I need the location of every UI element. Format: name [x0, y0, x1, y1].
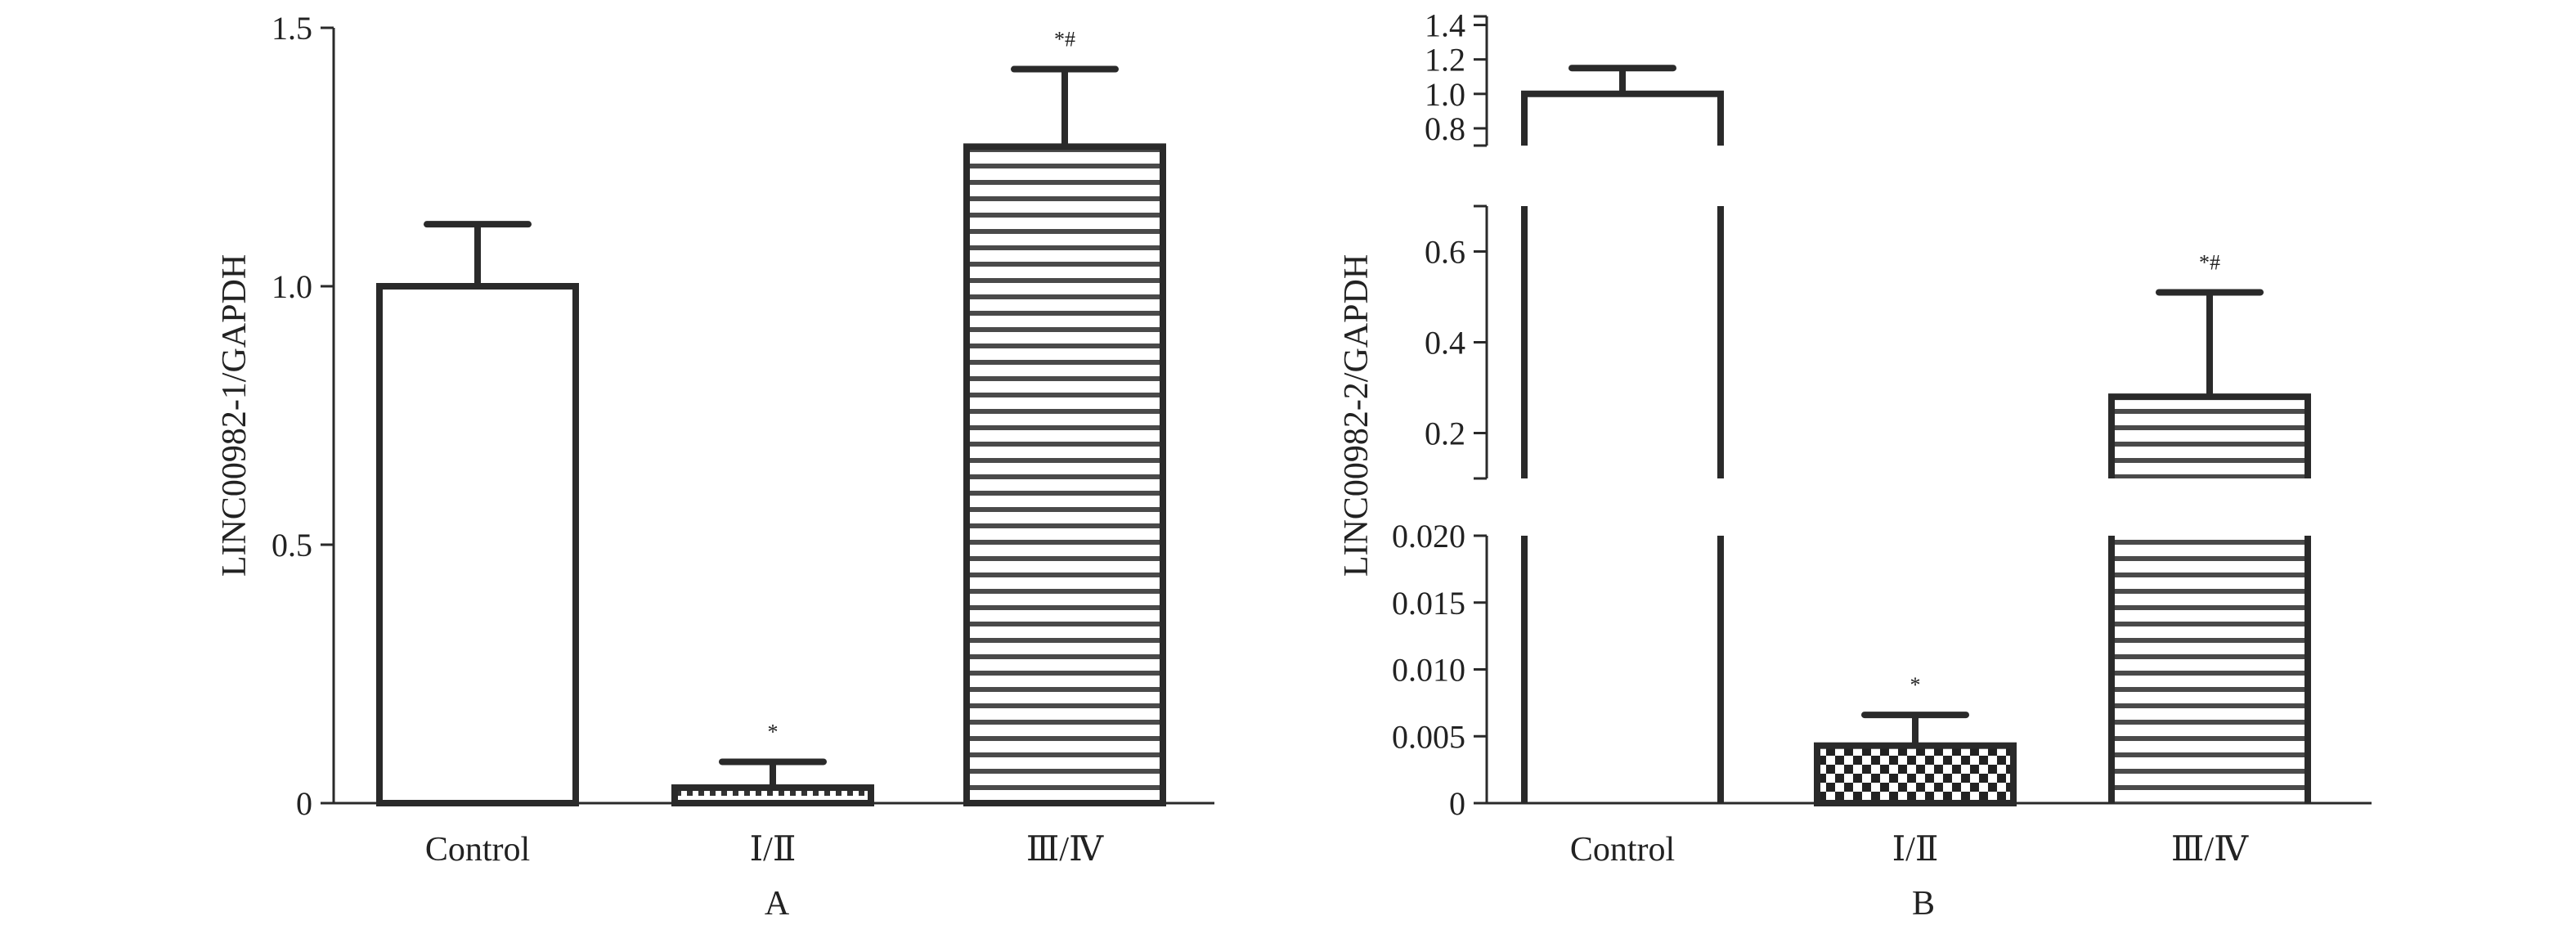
y-tick-label: 0.010 [1392, 652, 1465, 689]
y-tick-label: 1.4 [1425, 7, 1465, 44]
y-tick-label: 0.005 [1392, 718, 1465, 755]
y-tick-label: 0.4 [1425, 325, 1465, 361]
y-tick-label: 0.015 [1392, 585, 1465, 622]
significance-label: *# [1054, 28, 1075, 52]
y-axis-title: LINC00982-2/GAPDH [1338, 254, 1376, 577]
bar [376, 283, 579, 806]
category-label: Ⅰ/Ⅱ [750, 831, 797, 869]
panel-label-a: A [765, 885, 790, 923]
bar [2108, 393, 2311, 803]
significance-label: * [1910, 673, 1921, 697]
y-tick-label: 0.8 [1425, 110, 1465, 147]
bar-segment-fill [2112, 397, 2308, 478]
y-tick-label: 0.020 [1392, 518, 1465, 555]
bar-segment [1814, 742, 2017, 807]
y-tick-label: 1.0 [1425, 76, 1465, 113]
y-tick-label: 0.2 [1425, 415, 1465, 452]
bar-segment-fill [2112, 536, 2308, 803]
category-label: Ⅰ/Ⅱ [1892, 831, 1939, 869]
bar [1814, 742, 2017, 807]
y-tick-label: 0.5 [272, 527, 312, 564]
category-label: Control [1570, 831, 1675, 869]
category-label: Ⅲ/Ⅳ [1026, 831, 1104, 869]
y-tick-label: 1.0 [272, 268, 312, 305]
bar [671, 784, 874, 806]
panel-b: 0 0.005 0.010 0.015 0.020 0.2 0.4 0.6 0.81.01.21… [1338, 7, 2372, 923]
y-tick-label: 1.5 [272, 10, 312, 47]
y-tick-label: 0 [1449, 785, 1465, 822]
bar [963, 143, 1166, 807]
category-label: Control [425, 831, 530, 869]
category-label: Ⅲ/Ⅳ [2171, 831, 2249, 869]
panel-label-b: B [1912, 885, 1935, 923]
y-tick-label: 0.6 [1425, 234, 1465, 271]
bar [1521, 90, 1724, 803]
y-axis-title: LINC00982-1/GAPDH [216, 254, 254, 577]
y-tick-label: 0 [296, 785, 312, 822]
significance-label: *# [2199, 250, 2220, 274]
panel-a: 0 0.5 1.0 1.5 LINC00982-1/GAPDH Control * Ⅰ/Ⅱ *#… [216, 10, 1214, 923]
y-tick-label: 1.2 [1425, 42, 1465, 79]
significance-label: * [768, 720, 779, 743]
